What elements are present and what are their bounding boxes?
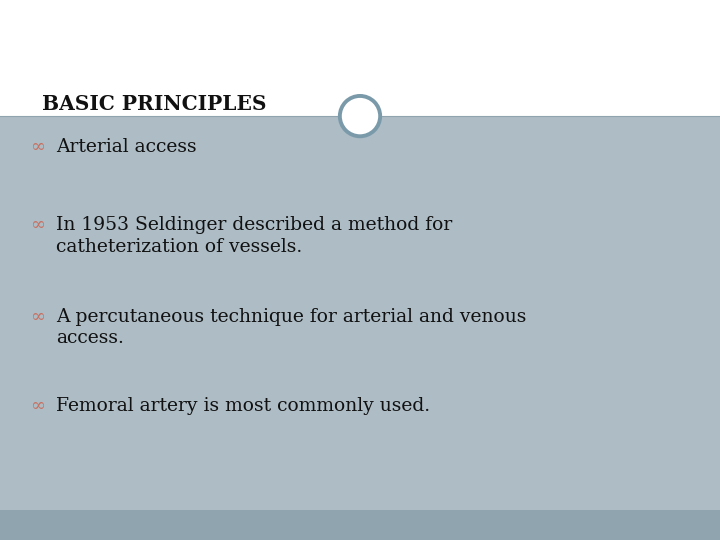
Bar <box>0 510 720 540</box>
Text: ∞: ∞ <box>30 216 45 234</box>
Text: A percutaneous technique for arterial and venous
access.: A percutaneous technique for arterial an… <box>56 308 526 347</box>
Text: ∞: ∞ <box>30 138 45 156</box>
Text: ∞: ∞ <box>30 308 45 326</box>
Bar <box>0 116 720 510</box>
Ellipse shape <box>340 96 380 136</box>
Text: ∞: ∞ <box>30 397 45 415</box>
Text: BASIC PRINCIPLES: BASIC PRINCIPLES <box>42 94 266 114</box>
Bar <box>0 0 720 116</box>
Text: Arterial access: Arterial access <box>56 138 197 156</box>
Text: In 1953 Seldinger described a method for
catheterization of vessels.: In 1953 Seldinger described a method for… <box>56 216 452 255</box>
Text: Femoral artery is most commonly used.: Femoral artery is most commonly used. <box>56 397 431 415</box>
